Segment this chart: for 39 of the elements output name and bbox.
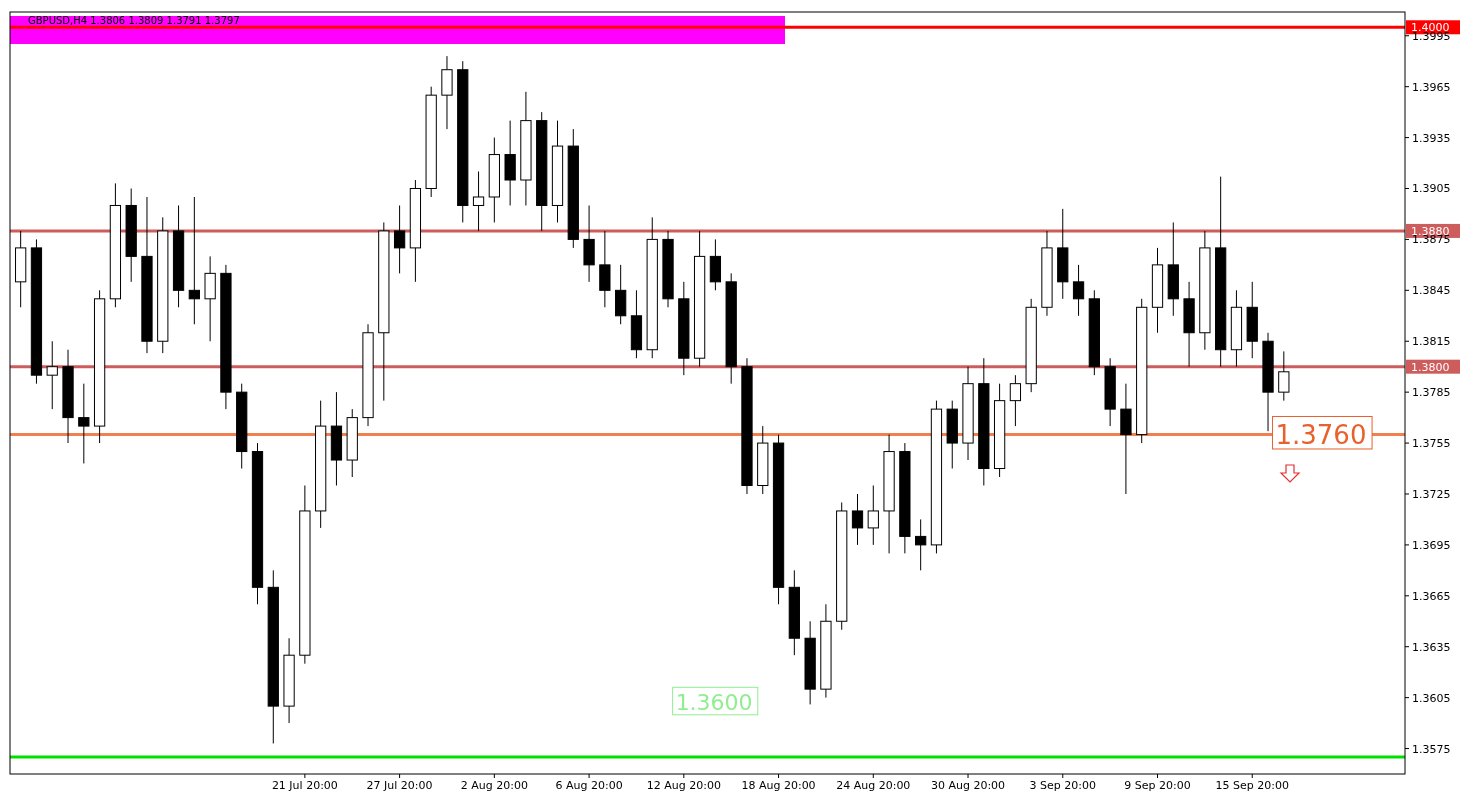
candlestick <box>1278 350 1290 402</box>
annotation: 1.3600 <box>675 690 753 716</box>
y-tick-label: 1.3755 <box>1412 437 1451 451</box>
y-tick-label: 1.3605 <box>1412 691 1451 705</box>
candlestick <box>1072 264 1085 317</box>
x-tick-label: 24 Aug 20:00 <box>836 779 911 792</box>
x-tick-label: 3 Sep 20:00 <box>1029 779 1096 792</box>
y-tick-label: 1.3905 <box>1412 182 1451 196</box>
candlestick <box>393 204 406 274</box>
y-tick-label: 1.3665 <box>1412 589 1451 603</box>
y-tick-label: 1.3785 <box>1412 386 1451 400</box>
y-tick-label: 1.3725 <box>1412 487 1451 501</box>
x-tick-label: 27 Jul 20:00 <box>366 779 433 792</box>
candlestick <box>851 493 864 546</box>
y-tick-label: 1.3575 <box>1412 742 1451 756</box>
y-tick-label: 1.3815 <box>1412 335 1451 349</box>
x-tick-label: 18 Aug 20:00 <box>741 779 816 792</box>
annotation: 1.3760 <box>1275 419 1367 450</box>
candlestick <box>915 518 927 571</box>
x-tick-label: 30 Aug 20:00 <box>930 779 1006 792</box>
candlestick <box>78 383 90 464</box>
candlestick <box>472 171 485 232</box>
x-tick-label: 9 Sep 20:00 <box>1124 779 1191 792</box>
y-tick-label: 1.3965 <box>1412 80 1451 94</box>
x-tick-label: 15 Sep 20:00 <box>1215 779 1289 792</box>
candlestick <box>1009 374 1022 427</box>
y-tick-label: 1.3695 <box>1412 538 1451 552</box>
x-tick-label: 6 Aug 20:00 <box>555 779 623 792</box>
chart-title: GBPUSD,H4 1.3806 1.3809 1.3791 1.3797 <box>28 15 240 26</box>
x-tick-label: 21 Jul 20:00 <box>271 779 338 792</box>
y-tick-label: 1.3935 <box>1412 131 1451 145</box>
candlestick <box>46 340 58 410</box>
ref-line-label: 1.3800 <box>1411 360 1450 374</box>
x-tick-label: 12 Aug 20:00 <box>646 779 721 792</box>
candlestick <box>188 196 200 325</box>
y-tick-label: 1.3635 <box>1412 640 1451 654</box>
candlestick <box>867 484 879 546</box>
y-tick-label: 1.3845 <box>1412 284 1451 298</box>
x-tick-label: 2 Aug 20:00 <box>460 779 528 792</box>
